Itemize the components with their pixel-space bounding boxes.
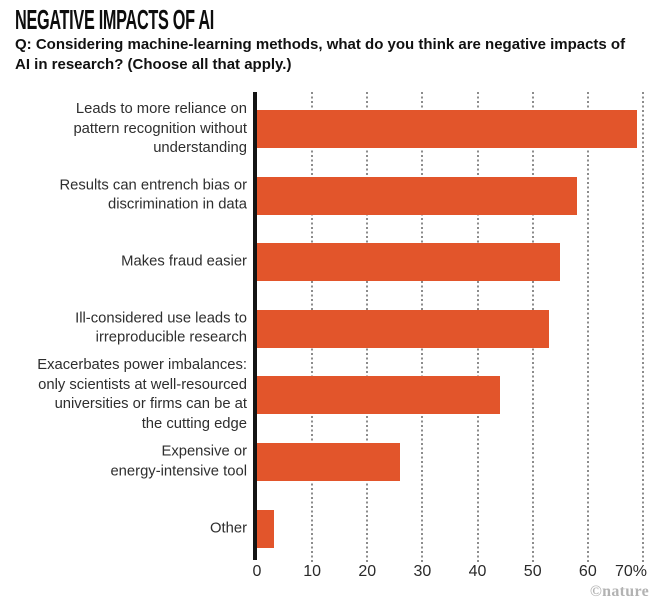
bar-5: [257, 443, 400, 481]
y-axis-line: [253, 92, 257, 560]
bar-6: [257, 509, 274, 548]
grid-line-60: [586, 92, 589, 562]
nature-credit: ©nature: [589, 583, 649, 600]
x-tick-70: 70%: [614, 563, 647, 580]
bar-3: [257, 309, 549, 348]
category-label-0: Leads to more reliance on pattern recogn…: [73, 100, 247, 156]
grid-line-70: [641, 92, 644, 562]
bar-4: [257, 376, 500, 415]
figure-title: NEGATIVE IMPACTS OF AI: [15, 4, 215, 35]
category-label-5: Expensive or energy-intensive tool: [110, 443, 247, 480]
category-label-4: Exacerbates power imbalances: only scien…: [37, 357, 247, 432]
category-label-2: Makes fraud easier: [121, 253, 247, 270]
figure-question: Q: Considering machine-learning methods,…: [15, 36, 626, 73]
x-tick-40: 40: [468, 563, 487, 580]
category-label-6: Other: [209, 519, 247, 536]
x-tick-20: 20: [358, 563, 377, 580]
x-tick-50: 50: [523, 563, 542, 580]
bar-2: [257, 243, 560, 282]
x-tick-60: 60: [578, 563, 597, 580]
bar-1: [257, 176, 577, 215]
x-tick-10: 10: [303, 563, 322, 580]
category-label-3: Ill-considered use leads to irreproducib…: [75, 310, 247, 346]
x-tick-0: 0: [252, 563, 262, 580]
x-tick-30: 30: [413, 563, 432, 580]
category-label-1: Results can entrench bias or discriminat…: [59, 177, 247, 213]
bar-0: [257, 110, 637, 148]
